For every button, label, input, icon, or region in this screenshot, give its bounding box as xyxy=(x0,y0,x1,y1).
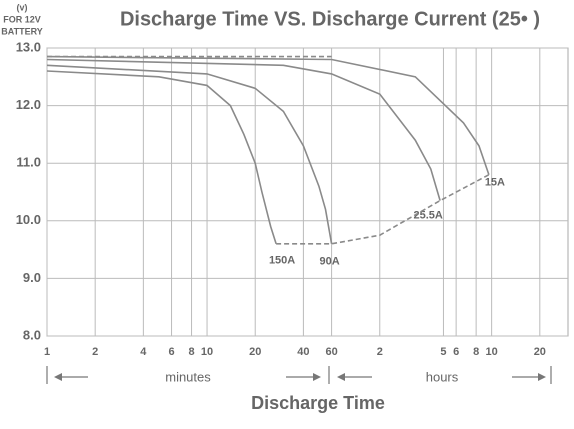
y-tick-label: 11.0 xyxy=(16,155,41,170)
series-line xyxy=(46,58,441,201)
x-tick-label: 8 xyxy=(188,346,194,358)
x-axis-label: Discharge Time xyxy=(251,393,385,413)
y-tick-label: 13.0 xyxy=(16,39,41,54)
x-tick-label: 60 xyxy=(325,346,337,358)
series-label: 25.5A xyxy=(413,210,442,222)
x-tick-label: 20 xyxy=(249,346,261,358)
series-line xyxy=(276,173,490,245)
unit-label: hours xyxy=(426,369,459,384)
x-tick-label: 6 xyxy=(168,346,174,358)
chart-title: Discharge Time VS. Discharge Current (25… xyxy=(120,8,540,30)
plot-area xyxy=(46,47,569,337)
x-tick-label: 10 xyxy=(486,346,498,358)
series-line xyxy=(46,64,333,244)
series-label: 150A xyxy=(269,255,295,267)
y-axis-label: BATTERY xyxy=(1,26,43,36)
x-tick-label: 8 xyxy=(473,346,479,358)
series-label: 90A xyxy=(319,256,339,268)
x-tick-label: 1 xyxy=(44,346,50,358)
series-label: 15A xyxy=(485,177,505,189)
x-tick-label: 5 xyxy=(440,346,446,358)
y-axis-label: (v) xyxy=(17,2,28,12)
y-axis-label: FOR 12V xyxy=(3,14,41,24)
range-bracket xyxy=(46,366,552,384)
y-tick-label: 8.0 xyxy=(23,327,41,342)
x-tick-label: 4 xyxy=(140,346,147,358)
x-tick-label: 10 xyxy=(201,346,213,358)
series-line xyxy=(46,70,277,245)
x-tick-label: 2 xyxy=(377,346,383,358)
x-tick-label: 6 xyxy=(453,346,459,358)
y-tick-label: 10.0 xyxy=(16,212,41,227)
x-tick-label: 40 xyxy=(297,346,309,358)
x-tick-label: 20 xyxy=(534,346,546,358)
series-line xyxy=(46,55,490,175)
y-tick-label: 9.0 xyxy=(23,270,41,285)
y-tick-label: 12.0 xyxy=(16,97,41,112)
unit-label: minutes xyxy=(165,369,211,384)
x-tick-label: 2 xyxy=(92,346,98,358)
